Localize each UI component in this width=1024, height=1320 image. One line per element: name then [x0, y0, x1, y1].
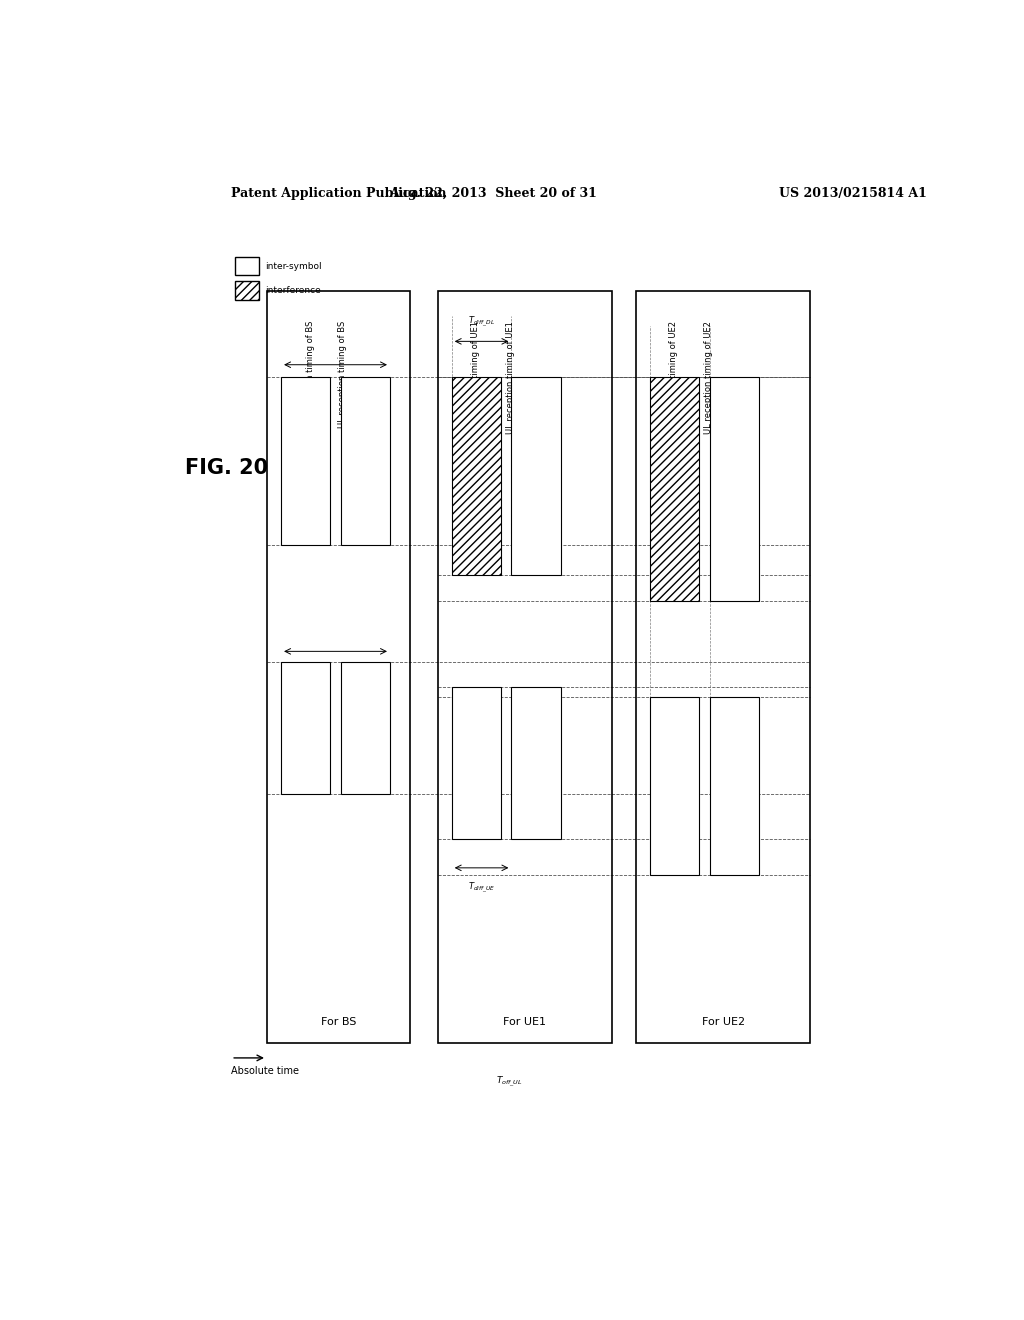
- Bar: [437, 290, 612, 1043]
- Bar: [282, 378, 331, 545]
- Text: 1 DL subframe in BS: 1 DL subframe in BS: [303, 425, 309, 496]
- Text: inter-symbol: inter-symbol: [265, 261, 322, 271]
- Text: interference: interference: [265, 286, 322, 296]
- Text: 1 UL subframe in UE1: 1 UL subframe in UE1: [532, 725, 539, 801]
- Text: FIG. 20: FIG. 20: [185, 458, 268, 478]
- Text: DL transmission timing of UE2: DL transmission timing of UE2: [670, 321, 679, 447]
- Text: 1 DL subframe in UE1: 1 DL subframe in UE1: [532, 438, 539, 515]
- Bar: [650, 378, 699, 601]
- Text: 1 UL subframe in UE1: 1 UL subframe in UE1: [473, 725, 479, 801]
- Text: 1 UL subframe in BS: 1 UL subframe in BS: [303, 692, 309, 763]
- Text: DL transmission timing of UE1: DL transmission timing of UE1: [471, 321, 480, 447]
- Text: 1 DL subframe in UE2: 1 DL subframe in UE2: [731, 450, 737, 527]
- Bar: [282, 661, 331, 793]
- Bar: [452, 686, 501, 840]
- Bar: [650, 697, 699, 875]
- Text: 1 UL subframe in UE2: 1 UL subframe in UE2: [731, 748, 737, 824]
- Text: 1 DL subframe in BS: 1 DL subframe in BS: [362, 425, 369, 496]
- Text: Aug. 22, 2013  Sheet 20 of 31: Aug. 22, 2013 Sheet 20 of 31: [389, 187, 597, 201]
- Bar: [236, 257, 259, 276]
- Bar: [511, 378, 560, 576]
- Bar: [236, 281, 259, 300]
- Text: For BS: For BS: [321, 1018, 356, 1027]
- Bar: [267, 290, 410, 1043]
- Text: Absolute time: Absolute time: [231, 1067, 299, 1076]
- Text: 1 UL subframe in UE2: 1 UL subframe in UE2: [672, 748, 678, 824]
- Text: For UE2: For UE2: [701, 1018, 744, 1027]
- Bar: [511, 686, 560, 840]
- Text: Patent Application Publication: Patent Application Publication: [231, 187, 446, 201]
- Text: 1 UL subframe in BS: 1 UL subframe in BS: [362, 692, 369, 763]
- Bar: [710, 697, 759, 875]
- Text: 1 DL subframe in UE2: 1 DL subframe in UE2: [672, 450, 678, 527]
- Text: US 2013/0215814 A1: US 2013/0215814 A1: [778, 187, 927, 201]
- Bar: [341, 661, 390, 793]
- Text: For UE1: For UE1: [504, 1018, 546, 1027]
- Text: UL reception timing of UE1: UL reception timing of UE1: [506, 321, 515, 434]
- Bar: [452, 378, 501, 576]
- Text: 1 DL subframe in UE1: 1 DL subframe in UE1: [473, 438, 479, 515]
- Text: UL reception timing of UE2: UL reception timing of UE2: [705, 321, 714, 434]
- Text: $T_{diff\_DL}$: $T_{diff\_DL}$: [468, 314, 495, 329]
- Text: DL transmission timing of BS: DL transmission timing of BS: [306, 321, 315, 442]
- Text: $T_{diff\_UE}$: $T_{diff\_UE}$: [468, 880, 496, 895]
- Bar: [710, 378, 759, 601]
- Text: $T_{off\_UL}$: $T_{off\_UL}$: [496, 1074, 522, 1089]
- Text: UL reception timing of BS: UL reception timing of BS: [338, 321, 347, 428]
- Bar: [636, 290, 811, 1043]
- Bar: [341, 378, 390, 545]
